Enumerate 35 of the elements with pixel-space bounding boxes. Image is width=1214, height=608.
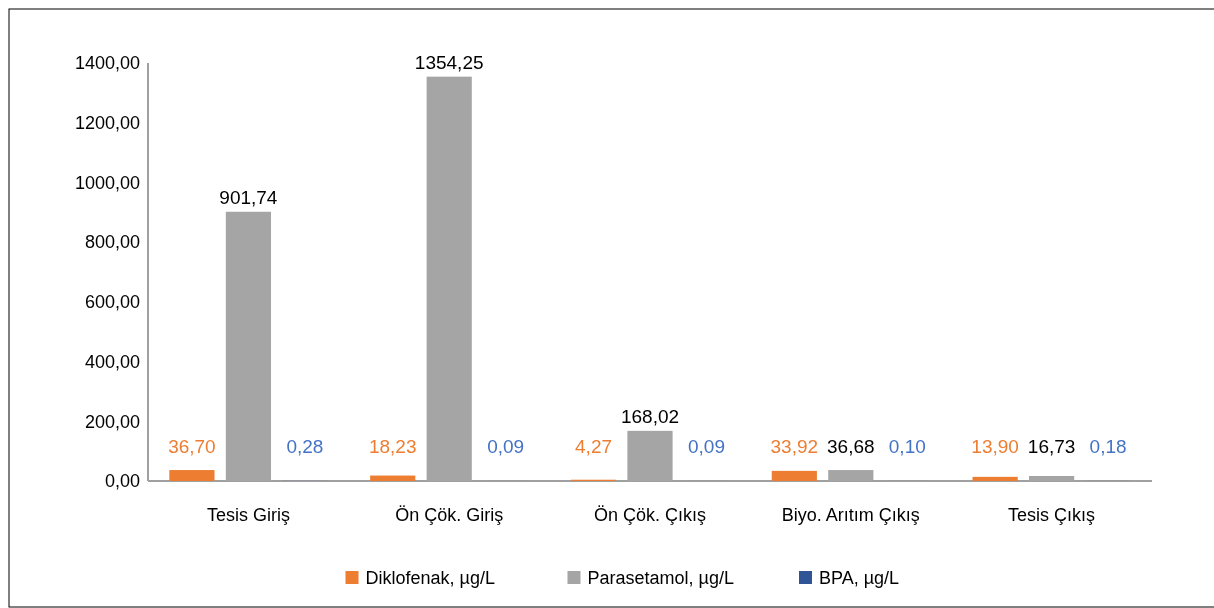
bar	[771, 470, 817, 481]
data-label: 33,92	[770, 436, 819, 457]
data-label: 16,73	[1027, 436, 1076, 457]
y-tick-label: 1200,00	[74, 113, 140, 134]
data-label: 168,02	[620, 405, 680, 427]
x-tick-label: Ön Çök. Giriş	[395, 505, 504, 525]
data-label: 13,90	[971, 436, 1019, 457]
y-tick-label: 200,00	[84, 411, 140, 432]
data-label: 0,18	[1089, 436, 1127, 457]
bar	[972, 476, 1018, 481]
bar	[169, 470, 215, 481]
legend-label: Diklofenak, µg/L	[365, 568, 495, 589]
x-tick-label: Biyo. Arıtım Çıkış	[781, 505, 920, 525]
legend-label: Parasetamol, µg/L	[587, 568, 734, 589]
y-tick-label: 600,00	[84, 292, 140, 313]
y-tick-label: 800,00	[84, 232, 140, 253]
data-label: 4,27	[575, 436, 613, 457]
legend-label: BPA, µg/L	[819, 568, 900, 589]
x-tick-label: Tesis Çıkış	[1008, 505, 1096, 525]
data-label: 901,74	[219, 186, 278, 208]
data-label: 36,70	[168, 436, 216, 457]
x-tick-label: Ön Çök. Çıkış	[593, 505, 707, 525]
x-tick-label: Tesis Giriş	[206, 505, 290, 525]
y-tick-label: 1000,00	[74, 172, 140, 193]
data-label: 36,68	[827, 436, 875, 457]
data-label: 0,10	[888, 436, 926, 457]
y-tick-label: 0,00	[104, 471, 140, 492]
data-label: 0,09	[687, 436, 725, 457]
data-label: 18,23	[368, 436, 417, 457]
data-label: 1354,25	[414, 51, 484, 73]
y-tick-label: 1400,00	[74, 53, 140, 74]
y-tick-label: 400,00	[84, 351, 140, 372]
data-label: 0,28	[286, 436, 324, 457]
bar	[370, 475, 416, 481]
data-label: 0,09	[487, 436, 525, 457]
